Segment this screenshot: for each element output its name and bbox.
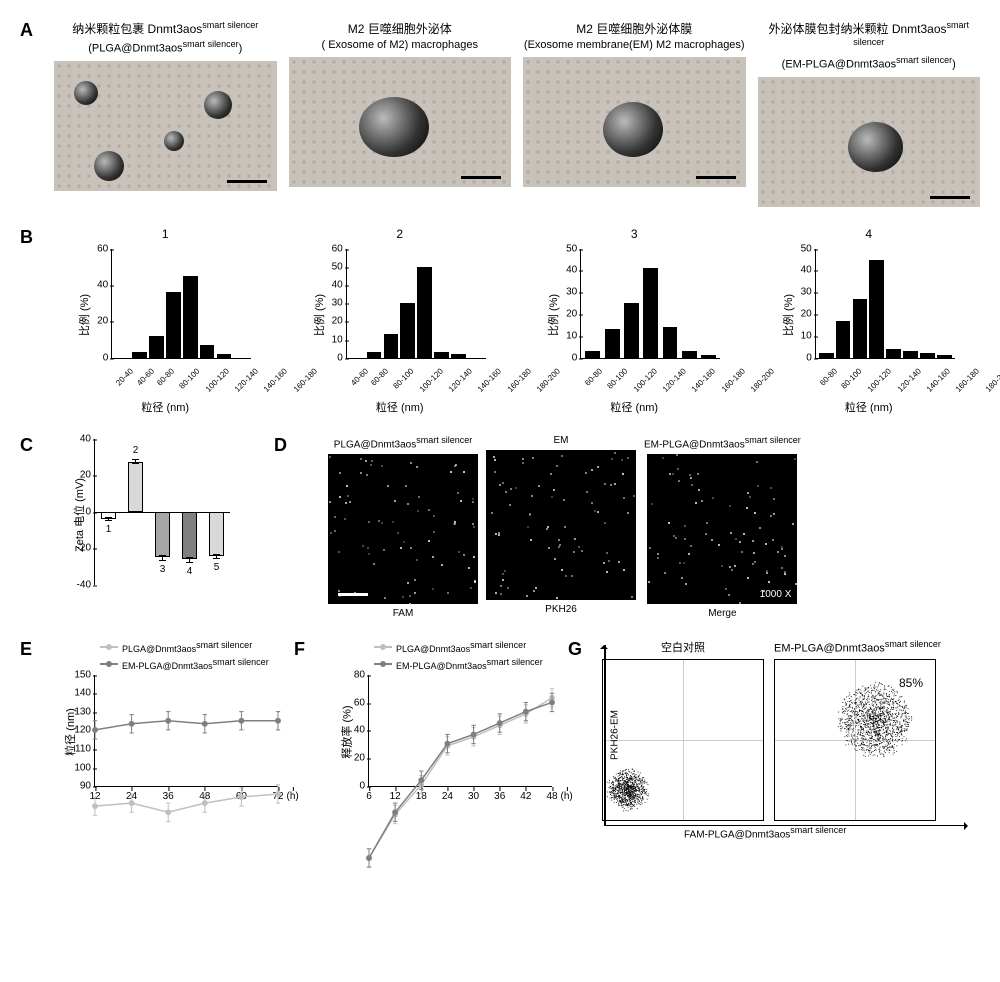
flow-plot-wrap: 空白对照 (602, 639, 764, 821)
tem-image (758, 77, 981, 207)
panel-b-col: 1比例 (%)020406020-4040-6060-8080-100100-1… (54, 227, 277, 415)
panel-c-label: C (20, 435, 44, 456)
g-y-arrow (604, 645, 606, 825)
panel-a-col: 纳米颗粒包裹 Dnmt3aossmart silencer(PLGA@Dnmt3… (54, 20, 277, 207)
g-x-arrowhead (964, 822, 972, 830)
g-x-arrow (604, 825, 964, 827)
panel-f-label: F (294, 639, 318, 660)
fluorescence-image (328, 454, 478, 604)
panel-a-label: A (20, 20, 44, 41)
panel-b-label: B (20, 227, 44, 248)
panel-b-content: 1比例 (%)020406020-4040-6060-8080-100100-1… (54, 227, 980, 415)
g-y-arrowhead (600, 641, 608, 649)
panel-efg-row: E PLGA@Dnmt3aossmart silencerEM-PLGA@Dnm… (20, 639, 980, 840)
panel-c-chart: Zeta 电位 (mV) -40-200204012345 (54, 435, 234, 595)
scale-bar (338, 593, 368, 596)
panel-b-col: 4比例 (%)0102030405060-8080-100100-120120-… (758, 227, 981, 415)
scale-bar (696, 176, 736, 179)
panel-a-row: A 纳米颗粒包裹 Dnmt3aossmart silencer(PLGA@Dnm… (20, 20, 980, 207)
panel-cd-row: C Zeta 电位 (mV) -40-200204012345 D PLGA@D… (20, 435, 980, 619)
panel-d-content: PLGA@Dnmt3aossmart silencerFAMEMPKH26EM-… (328, 435, 801, 619)
panel-c-plot: -40-200204012345 (94, 439, 230, 585)
tem-image (54, 61, 277, 191)
panel-g-content: 空白对照EM-PLGA@Dnmt3aossmart silencer85% (602, 639, 941, 821)
scale-bar (461, 176, 501, 179)
panel-g-axes: PKH26-EM FAM-PLGA@Dnmt3aossmart silencer (624, 825, 941, 840)
panel-a-col: 外泌体膜包封纳米颗粒 Dnmt3aossmart silencer(EM-PLG… (758, 20, 981, 207)
panel-d-col: EM-PLGA@Dnmt3aossmart silencer1000 XMerg… (644, 435, 801, 619)
panel-e-chart: PLGA@Dnmt3aossmart silencerEM-PLGA@Dnmt3… (54, 639, 284, 809)
flow-cytometry-plot: 85% (774, 659, 936, 821)
panel-a-content: 纳米颗粒包裹 Dnmt3aossmart silencer(PLGA@Dnmt3… (54, 20, 980, 207)
flow-plot-wrap: EM-PLGA@Dnmt3aossmart silencer85% (774, 639, 941, 821)
tem-image (289, 57, 512, 187)
panel-a-col: M2 巨噬细胞外泌体膜(Exosome membrane(EM) M2 macr… (523, 20, 746, 207)
panel-b-row: B 1比例 (%)020406020-4040-6060-8080-100100… (20, 227, 980, 415)
g-ylabel: PKH26-EM (610, 710, 621, 760)
scale-bar (227, 180, 267, 183)
panel-g-label: G (568, 639, 592, 660)
panel-a-col: M2 巨噬细胞外泌体( Exosome of M2) macrophages (289, 20, 512, 207)
fluorescence-image (486, 450, 636, 600)
panel-d-col: EMPKH26 (486, 435, 636, 619)
tem-image (523, 57, 746, 187)
panel-g-wrap: 空白对照EM-PLGA@Dnmt3aossmart silencer85% PK… (602, 639, 941, 840)
panel-f-chart: PLGA@Dnmt3aossmart silencerEM-PLGA@Dnmt3… (328, 639, 558, 809)
flow-cytometry-plot (602, 659, 764, 821)
panel-d-label: D (274, 435, 298, 456)
panel-e-label: E (20, 639, 44, 660)
scale-bar (930, 196, 970, 199)
fluorescence-image: 1000 X (647, 454, 797, 604)
panel-d-col: PLGA@Dnmt3aossmart silencerFAM (328, 435, 478, 619)
g-xlabel: FAM-PLGA@Dnmt3aossmart silencer (684, 825, 941, 840)
